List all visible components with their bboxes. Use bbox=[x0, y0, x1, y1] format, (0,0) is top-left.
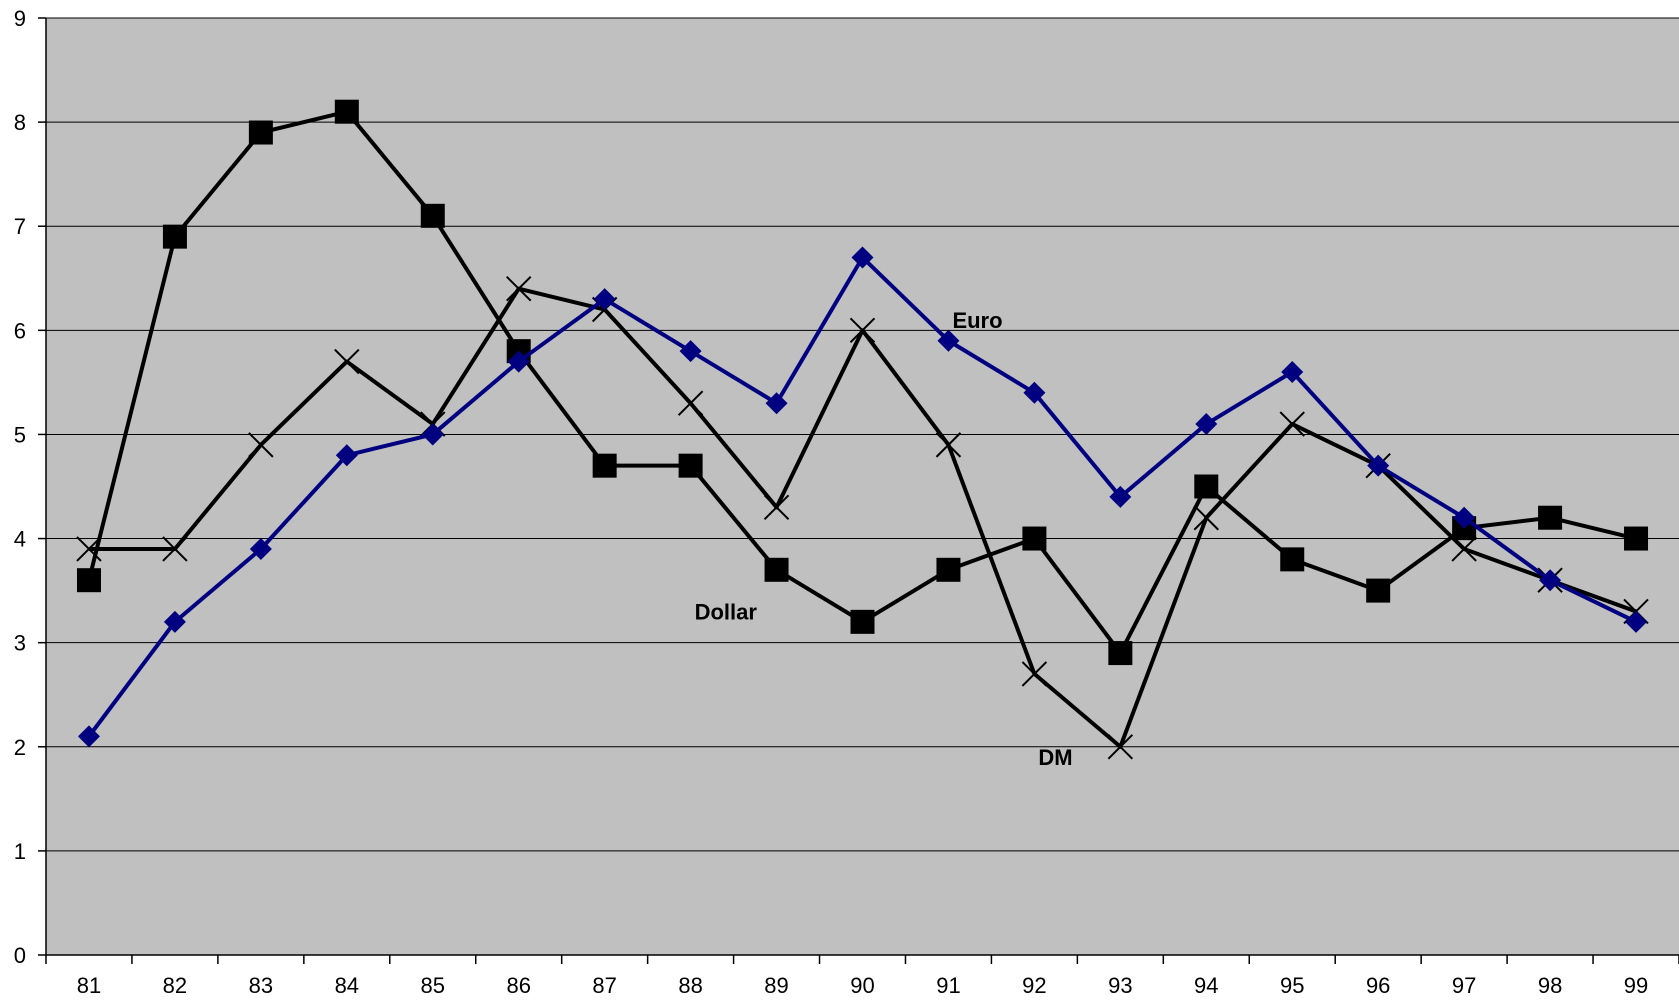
data-point-x bbox=[1107, 734, 1134, 760]
data-point-diamond bbox=[1023, 381, 1046, 404]
x-tick-label: 83 bbox=[249, 973, 273, 998]
series-label-dm: DM bbox=[1038, 745, 1072, 770]
y-tick-label: 6 bbox=[14, 318, 26, 343]
data-point-diamond bbox=[765, 392, 788, 415]
x-tick-label: 88 bbox=[678, 973, 702, 998]
x-tick-label: 98 bbox=[1538, 973, 1562, 998]
plot-area bbox=[46, 18, 1679, 955]
data-point-diamond bbox=[851, 246, 874, 269]
y-tick-label: 3 bbox=[14, 631, 26, 656]
data-point-diamond bbox=[335, 444, 358, 467]
data-point-diamond bbox=[1453, 506, 1476, 529]
data-point-square bbox=[1624, 526, 1649, 551]
data-point-x bbox=[935, 432, 962, 458]
data-point-square bbox=[76, 568, 101, 593]
y-tick-label: 1 bbox=[14, 839, 26, 864]
data-point-x bbox=[334, 348, 360, 375]
y-tick-label: 2 bbox=[14, 735, 26, 760]
x-tick-label: 89 bbox=[764, 973, 788, 998]
x-tick-label: 91 bbox=[936, 973, 960, 998]
x-tick-label: 92 bbox=[1022, 973, 1046, 998]
data-point-square bbox=[592, 453, 617, 478]
x-tick-label: 95 bbox=[1280, 973, 1304, 998]
x-tick-label: 90 bbox=[850, 973, 874, 998]
data-point-square bbox=[936, 557, 961, 582]
y-tick-label: 7 bbox=[14, 214, 26, 239]
x-tick-label: 81 bbox=[77, 973, 101, 998]
data-point-square bbox=[1194, 474, 1219, 499]
x-tick-label: 96 bbox=[1366, 973, 1390, 998]
data-point-square bbox=[678, 453, 703, 478]
data-point-square bbox=[1280, 547, 1305, 572]
data-point-x bbox=[1279, 411, 1305, 437]
data-point-diamond bbox=[1625, 610, 1648, 633]
x-tick-label: 97 bbox=[1452, 973, 1476, 998]
data-point-diamond bbox=[1281, 360, 1304, 383]
series-dollar bbox=[76, 99, 1649, 666]
x-tick-label: 99 bbox=[1624, 973, 1648, 998]
data-point-x bbox=[849, 317, 876, 344]
x-tick-label: 82 bbox=[163, 973, 187, 998]
y-tick-label: 9 bbox=[14, 6, 26, 31]
data-point-x bbox=[1021, 661, 1048, 687]
x-tick-label: 85 bbox=[421, 973, 445, 998]
data-point-x bbox=[677, 390, 704, 416]
data-point-square bbox=[764, 557, 789, 582]
x-tick-label: 94 bbox=[1194, 973, 1218, 998]
data-point-diamond bbox=[593, 288, 616, 311]
data-point-x bbox=[1451, 536, 1477, 562]
data-point-square bbox=[1366, 578, 1391, 603]
data-point-x bbox=[162, 536, 188, 562]
data-point-x bbox=[248, 432, 274, 458]
data-point-diamond bbox=[249, 537, 272, 560]
data-point-square bbox=[1538, 505, 1563, 530]
data-point-x bbox=[506, 275, 532, 302]
x-tick-label: 87 bbox=[592, 973, 616, 998]
data-point-diamond bbox=[937, 329, 960, 352]
data-point-square bbox=[1022, 526, 1047, 551]
data-point-square bbox=[248, 120, 273, 145]
data-point-square bbox=[850, 609, 875, 634]
series-label-dollar: Dollar bbox=[695, 599, 758, 624]
data-point-diamond bbox=[77, 725, 100, 748]
y-tick-label: 5 bbox=[14, 422, 26, 447]
y-tick-label: 8 bbox=[14, 110, 26, 135]
data-point-diamond bbox=[421, 423, 444, 446]
series-group bbox=[76, 99, 1649, 760]
series-labels: Euro Dollar DM bbox=[695, 308, 1073, 770]
data-point-diamond bbox=[163, 610, 186, 633]
y-tick-label: 0 bbox=[14, 943, 26, 968]
series-euro bbox=[77, 246, 1648, 748]
data-point-diamond bbox=[679, 340, 702, 363]
data-point-diamond bbox=[1195, 413, 1218, 436]
data-point-square bbox=[1108, 641, 1133, 666]
data-point-square bbox=[162, 224, 187, 249]
series-label-euro: Euro bbox=[952, 308, 1002, 333]
data-point-square bbox=[334, 99, 359, 124]
x-tick-label: 86 bbox=[506, 973, 530, 998]
data-point-diamond bbox=[1109, 485, 1132, 508]
x-tick-label: 93 bbox=[1108, 973, 1132, 998]
data-point-diamond bbox=[1539, 569, 1562, 592]
data-point-diamond bbox=[1367, 454, 1390, 477]
data-point-diamond bbox=[507, 350, 530, 373]
data-point-x bbox=[1193, 505, 1219, 531]
data-point-square bbox=[420, 203, 445, 228]
data-point-x bbox=[763, 494, 790, 521]
x-tick-label: 84 bbox=[335, 973, 359, 998]
y-tick-label: 4 bbox=[14, 527, 26, 552]
